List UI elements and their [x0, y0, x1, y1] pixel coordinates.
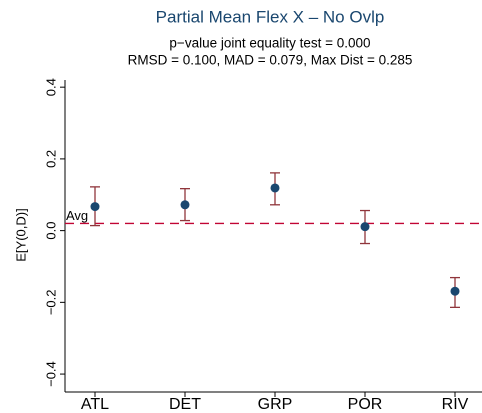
- reference-label: Avg: [66, 208, 88, 223]
- point: [180, 200, 190, 210]
- y-axis-label: E[Y(0,D)]: [13, 208, 28, 261]
- x-tick-label: DET: [169, 396, 201, 413]
- point: [270, 183, 280, 193]
- x-tick-label: RIV: [442, 396, 469, 413]
- point: [450, 286, 460, 296]
- subtitle: RMSD = 0.100, MAD = 0.079, Max Dist = 0.…: [128, 53, 413, 68]
- point: [360, 222, 370, 232]
- chart-title: Partial Mean Flex X – No Ovlp: [156, 7, 385, 26]
- x-tick-label: ATL: [81, 396, 109, 413]
- y-tick-label: 0.4: [43, 78, 58, 96]
- y-tick-label: −0.2: [43, 290, 58, 316]
- x-tick-label: POR: [348, 396, 383, 413]
- subtitle: p−value joint equality test = 0.000: [169, 36, 370, 51]
- y-tick-label: 0.2: [43, 150, 58, 168]
- y-tick-label: −0.4: [43, 361, 58, 387]
- y-tick-label: 0.0: [43, 222, 58, 240]
- point: [90, 202, 100, 212]
- x-tick-label: GRP: [258, 396, 293, 413]
